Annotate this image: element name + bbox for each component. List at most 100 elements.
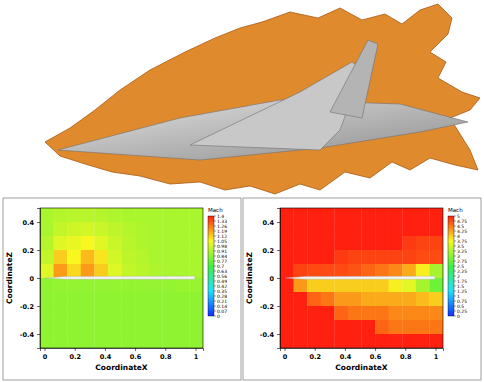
cell xyxy=(94,278,108,292)
cell xyxy=(67,306,81,320)
colorbar-tick xyxy=(454,226,456,227)
colorbar-tick xyxy=(214,231,216,232)
tick: 0 xyxy=(269,275,280,283)
tick-label: -0.4 xyxy=(20,331,35,339)
panel: 00.20.40.60.81-0.4-0.200.20.4CoordinateX… xyxy=(243,198,481,380)
cell xyxy=(122,278,136,292)
cell xyxy=(67,320,81,334)
cell xyxy=(189,292,203,306)
tick-label: 0.4 xyxy=(340,353,352,361)
tick: 0 xyxy=(283,348,288,361)
tick-label: 0.4 xyxy=(100,353,112,361)
cell xyxy=(176,236,190,250)
cell xyxy=(149,236,163,250)
cell xyxy=(362,278,376,292)
cell xyxy=(321,278,335,292)
tick: -0.4 xyxy=(260,331,280,339)
cell xyxy=(149,278,163,292)
colorbar-tick xyxy=(454,266,456,267)
cell xyxy=(54,208,68,222)
plot-frame xyxy=(40,208,203,348)
cell xyxy=(416,222,430,236)
contour-field xyxy=(40,208,203,348)
cell xyxy=(294,208,308,222)
cell xyxy=(122,236,136,250)
cell xyxy=(40,208,54,222)
cell xyxy=(416,292,430,306)
cell xyxy=(348,278,362,292)
cell xyxy=(135,320,149,334)
cell xyxy=(81,236,95,250)
cell xyxy=(429,250,443,264)
cell xyxy=(94,292,108,306)
cell xyxy=(162,292,176,306)
cell xyxy=(135,236,149,250)
cell xyxy=(108,278,122,292)
colorbar-tick-label: 0.5 xyxy=(457,304,464,309)
cell xyxy=(307,250,321,264)
y-axis: -0.4-0.200.20.4 xyxy=(260,209,281,349)
cell xyxy=(429,236,443,250)
cell xyxy=(375,320,389,334)
cell xyxy=(108,320,122,334)
cell xyxy=(429,320,443,334)
colorbar-title: Mach xyxy=(448,207,463,213)
cell xyxy=(189,334,203,348)
cell xyxy=(294,320,308,334)
cell xyxy=(402,250,416,264)
colorbar-tick-label: 3 xyxy=(457,254,460,259)
tick: -0.4 xyxy=(20,331,40,339)
tick-label: -0.2 xyxy=(260,303,274,311)
cell xyxy=(294,236,308,250)
cell xyxy=(429,306,443,320)
panel: 00.20.40.60.81-0.4-0.200.20.4CoordinateX… xyxy=(3,198,241,380)
cell xyxy=(321,306,335,320)
cell xyxy=(108,250,122,264)
colorbar-tick xyxy=(214,281,216,282)
cell xyxy=(149,306,163,320)
figure: 00.20.40.60.81-0.4-0.200.20.4CoordinateX… xyxy=(0,0,484,382)
cell xyxy=(280,292,294,306)
cell xyxy=(108,292,122,306)
cell xyxy=(280,264,294,278)
colorbar-tick-label: 3.75 xyxy=(457,239,467,244)
cell xyxy=(67,292,81,306)
cell xyxy=(389,334,403,348)
tick-label: 0 xyxy=(283,353,288,361)
colorbar-tick xyxy=(214,291,216,292)
cell xyxy=(321,334,335,348)
cell xyxy=(280,278,294,292)
cell xyxy=(307,236,321,250)
colorbar-tick xyxy=(214,226,216,227)
cell xyxy=(334,278,348,292)
cell xyxy=(334,306,348,320)
cell xyxy=(162,250,176,264)
cell xyxy=(81,278,95,292)
cell xyxy=(176,208,190,222)
cell xyxy=(348,320,362,334)
colorbar-tick-label: 0.75 xyxy=(457,299,467,304)
tick-label: 0.2 xyxy=(262,247,274,255)
cell xyxy=(94,208,108,222)
colorbar-tick-label: 0.49 xyxy=(217,279,227,284)
colorbar-tick xyxy=(454,256,456,257)
cell xyxy=(348,236,362,250)
colorbar-tick xyxy=(214,266,216,267)
colorbar-tick-label: 0.7 xyxy=(217,264,224,269)
cell xyxy=(162,320,176,334)
axis-line xyxy=(41,349,204,352)
tick-label: 0 xyxy=(29,275,34,283)
cell xyxy=(402,236,416,250)
cell xyxy=(40,264,54,278)
cell xyxy=(67,334,81,348)
cell xyxy=(321,292,335,306)
cell xyxy=(162,222,176,236)
cell xyxy=(149,222,163,236)
colorbar-tick-label: 1.4 xyxy=(217,214,224,219)
colorbar-tick-label: 1.05 xyxy=(217,239,227,244)
cell xyxy=(321,320,335,334)
colorbar-tick xyxy=(454,296,456,297)
cell xyxy=(162,306,176,320)
cell xyxy=(67,264,81,278)
tick-label: 0.4 xyxy=(22,219,34,227)
